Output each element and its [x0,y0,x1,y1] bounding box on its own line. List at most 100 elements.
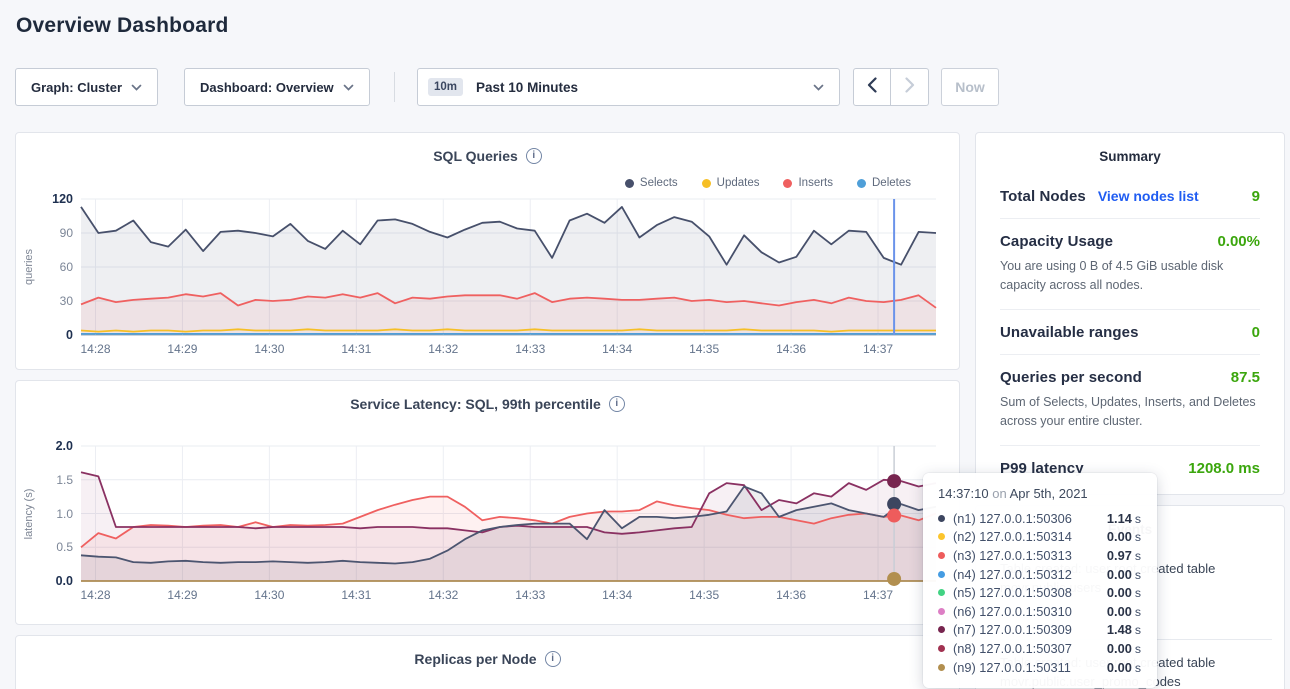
series-color-dot [938,571,945,578]
tooltip-node-label: (n8) 127.0.0.1:50307 [953,641,1072,656]
now-button[interactable]: Now [941,68,999,106]
series-color-dot [938,645,945,652]
time-nav-group [853,68,929,106]
y-axis-tick: 30 [39,294,73,308]
tooltip-node-label: (n7) 127.0.0.1:50309 [953,622,1072,637]
summary-row-total-nodes: Total Nodes View nodes list 9 [1000,174,1260,219]
tooltip-timestamp: 14:37:10 on Apr 5th, 2021 [938,486,1141,501]
y-axis-tick: 1.0 [39,507,73,521]
x-axis-tick: 14:28 [73,588,117,602]
tooltip-node-value: 0.00s [1107,529,1141,544]
summary-description: You are using 0 B of 4.5 GiB usable disk… [1000,257,1260,296]
series-color-dot [938,552,945,559]
x-axis-tick: 14:31 [334,342,378,356]
tooltip-node-value: 0.00s [1107,604,1141,619]
x-axis-tick: 14:31 [334,588,378,602]
x-axis-tick: 14:35 [682,342,726,356]
tooltip-node-row: (n6) 127.0.0.1:50310 0.00s [938,602,1141,621]
y-axis-tick: 0 [39,328,73,342]
x-axis-tick: 14:32 [421,342,465,356]
x-axis-tick: 14:33 [508,342,552,356]
x-axis-tick: 14:29 [160,342,204,356]
tooltip-node-row: (n5) 127.0.0.1:50308 0.00s [938,583,1141,602]
tooltip-node-row: (n4) 127.0.0.1:50312 0.00s [938,565,1141,584]
tooltip-node-value: 1.48s [1107,622,1141,637]
summary-value: 0.00% [1217,233,1260,250]
y-axis-tick: 0.0 [39,574,73,588]
tooltip-node-label: (n5) 127.0.0.1:50308 [953,585,1072,600]
x-axis-tick: 14:28 [73,342,117,356]
toolbar-divider [394,72,395,102]
series-color-dot [938,589,945,596]
tooltip-node-value: 0.00s [1107,567,1141,582]
tooltip-node-label: (n6) 127.0.0.1:50310 [953,604,1072,619]
summary-description: Sum of Selects, Updates, Inserts, and De… [1000,393,1260,432]
series-color-dot [938,515,945,522]
summary-label: Total Nodes [1000,188,1086,205]
series-color-dot [938,664,945,671]
page-title: Overview Dashboard [16,14,229,38]
y-axis-tick: 2.0 [39,439,73,453]
tooltip-node-label: (n1) 127.0.0.1:50306 [953,511,1072,526]
x-axis-tick: 14:36 [769,588,813,602]
x-axis-tick: 14:32 [421,588,465,602]
summary-value: 87.5 [1231,369,1260,386]
summary-value: 9 [1252,188,1260,205]
service-latency-chart[interactable]: 0.00.51.01.52.014:2814:2914:3014:3114:32… [16,381,959,624]
summary-label: Capacity Usage [1000,233,1113,250]
x-axis-tick: 14:34 [595,342,639,356]
time-next-button[interactable] [891,68,929,106]
series-color-dot [938,608,945,615]
info-icon[interactable]: i [545,651,561,667]
summary-row-capacity-usage: Capacity Usage 0.00% You are using 0 B o… [1000,219,1260,310]
tooltip-node-label: (n4) 127.0.0.1:50312 [953,567,1072,582]
tooltip-node-value: 0.00s [1107,660,1141,675]
graph-dropdown-label: Graph: Cluster [31,80,122,95]
y-axis-tick: 1.5 [39,473,73,487]
chevron-right-icon [905,77,915,98]
tooltip-node-row: (n7) 127.0.0.1:50309 1.48s [938,621,1141,640]
chart-hover-tooltip: 14:37:10 on Apr 5th, 2021 (n1) 127.0.0.1… [923,473,1157,688]
summary-label: Unavailable ranges [1000,324,1139,341]
sql-queries-panel: SQL Queries i Selects Updates Inserts De… [15,132,960,370]
tooltip-node-label: (n9) 127.0.0.1:50311 [953,660,1071,675]
tooltip-node-value: 1.14s [1107,511,1141,526]
y-axis-tick: 120 [39,192,73,206]
tooltip-node-row: (n8) 127.0.0.1:50307 0.00s [938,639,1141,658]
y-axis-tick: 60 [39,260,73,274]
x-axis-tick: 14:37 [856,588,900,602]
summary-row-queries-per-second: Queries per second 87.5 Sum of Selects, … [1000,355,1260,446]
graph-dropdown[interactable]: Graph: Cluster [15,68,158,106]
x-axis-tick: 14:30 [247,342,291,356]
time-range-badge: 10m [428,78,463,96]
x-axis-tick: 14:35 [682,588,726,602]
tooltip-node-value: 0.00s [1107,641,1141,656]
y-axis-tick: 0.5 [39,540,73,554]
summary-panel: Summary Total Nodes View nodes list 9 Ca… [975,132,1285,495]
chevron-down-icon [813,78,824,96]
replicas-per-node-panel: Replicas per Node i [15,635,960,689]
chevron-down-icon [343,78,354,96]
summary-label: Queries per second [1000,369,1142,386]
time-range-dropdown[interactable]: 10m Past 10 Minutes [417,68,840,106]
y-axis-label: latency (s) [23,488,35,539]
x-axis-tick: 14:36 [769,342,813,356]
tooltip-node-label: (n2) 127.0.0.1:50314 [953,529,1072,544]
x-axis-tick: 14:34 [595,588,639,602]
chevron-left-icon [867,77,877,98]
chevron-down-icon [131,78,142,96]
x-axis-tick: 14:37 [856,342,900,356]
dashboard-dropdown-label: Dashboard: Overview [200,80,334,95]
tooltip-node-row: (n2) 127.0.0.1:50314 0.00s [938,528,1141,547]
summary-title: Summary [976,133,1284,164]
service-latency-panel: Service Latency: SQL, 99th percentile i … [15,380,960,625]
dashboard-dropdown[interactable]: Dashboard: Overview [184,68,370,106]
view-nodes-list-link[interactable]: View nodes list [1098,188,1199,204]
time-range-label: Past 10 Minutes [476,80,813,95]
tooltip-node-row: (n9) 127.0.0.1:50311 0.00s [938,658,1141,677]
y-axis-label: queries [23,249,35,285]
series-color-dot [938,626,945,633]
sql-queries-chart[interactable]: 030609012014:2814:2914:3014:3114:3214:33… [16,133,959,369]
time-prev-button[interactable] [853,68,891,106]
chart-title: Replicas per Node [414,651,536,667]
